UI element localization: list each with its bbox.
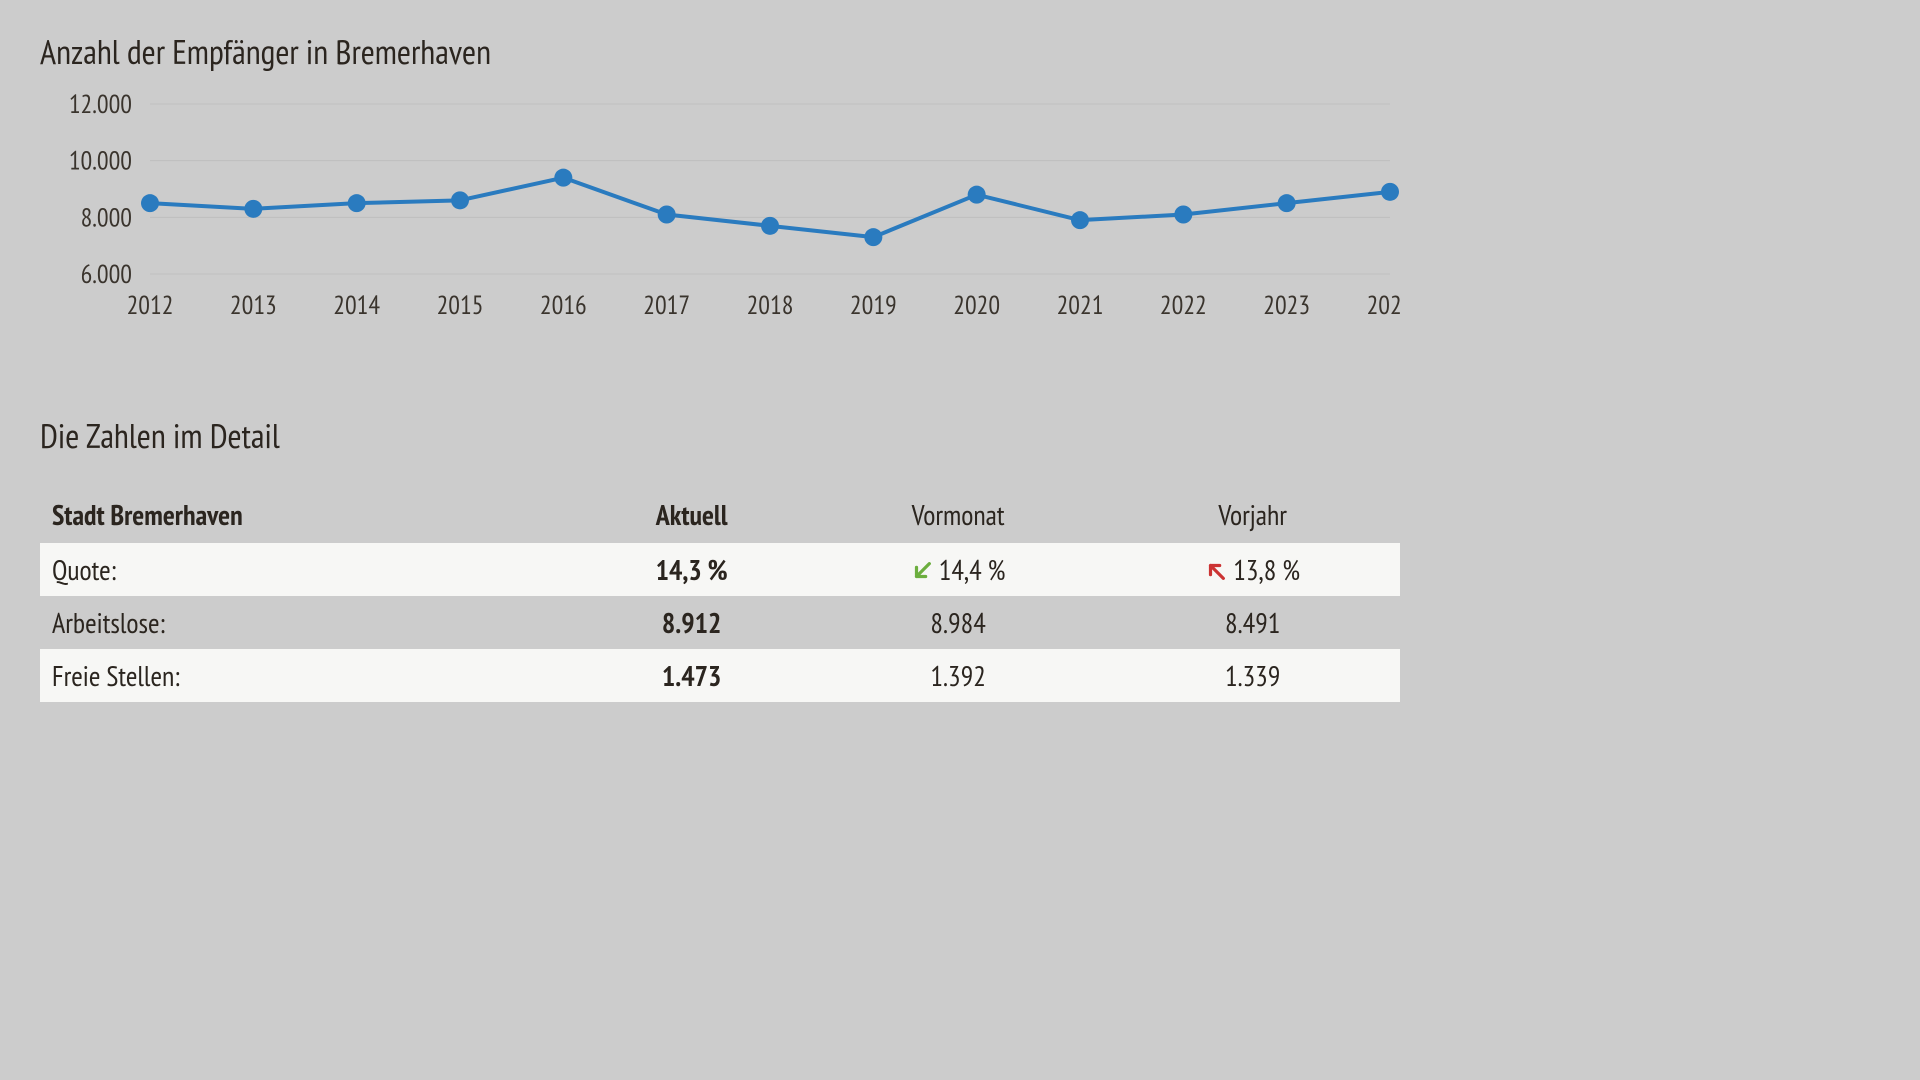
cell-vormonat: 1.392 <box>811 649 1106 702</box>
vormonat-value: 1.392 <box>930 657 985 694</box>
svg-text:2015: 2015 <box>437 289 484 322</box>
table-row: Quote:14,3 % 14,4 % 13,8 % <box>40 543 1400 596</box>
svg-text:6.000: 6.000 <box>81 258 132 291</box>
cell-aktuell: 1.473 <box>572 649 810 702</box>
row-label: Freie Stellen: <box>40 649 572 702</box>
svg-text:2019: 2019 <box>850 289 897 322</box>
col-header-city: Stadt Bremerhaven <box>40 486 572 543</box>
cell-vorjahr: 1.339 <box>1105 649 1400 702</box>
row-label: Arbeitslose: <box>40 596 572 649</box>
cell-aktuell: 14,3 % <box>572 543 810 596</box>
vorjahr-value: 1.339 <box>1225 657 1280 694</box>
svg-text:2012: 2012 <box>127 289 174 322</box>
cell-vorjahr: 13,8 % <box>1105 543 1400 596</box>
chart-title: Anzahl der Empfänger in Bremerhaven <box>40 30 1400 74</box>
vorjahr-value: 13,8 % <box>1233 551 1300 588</box>
svg-text:2021: 2021 <box>1057 289 1104 322</box>
cell-vormonat: 8.984 <box>811 596 1106 649</box>
svg-text:2013: 2013 <box>230 289 277 322</box>
col-header-vormonat: Vormonat <box>811 486 1106 543</box>
svg-text:2023: 2023 <box>1263 289 1310 322</box>
vorjahr-value: 8.491 <box>1225 604 1280 641</box>
svg-text:10.000: 10.000 <box>69 145 132 178</box>
col-header-vorjahr: Vorjahr <box>1105 486 1400 543</box>
row-label: Quote: <box>40 543 572 596</box>
cell-vormonat: 14,4 % <box>811 543 1106 596</box>
vormonat-value: 14,4 % <box>939 551 1006 588</box>
svg-text:8.000: 8.000 <box>81 201 132 234</box>
cell-aktuell: 8.912 <box>572 596 810 649</box>
svg-text:2018: 2018 <box>747 289 794 322</box>
detail-title: Die Zahlen im Detail <box>40 414 1400 458</box>
line-chart: 6.000 8.000 10.000 12.000 2012 2013 2014 2015 20… <box>40 94 1400 354</box>
svg-text:2014: 2014 <box>333 289 380 322</box>
table-header-row: Stadt Bremerhaven Aktuell Vormonat Vorja… <box>40 486 1400 543</box>
svg-text:2022: 2022 <box>1160 289 1207 322</box>
svg-text:2020: 2020 <box>953 289 1000 322</box>
svg-text:2016: 2016 <box>540 289 587 322</box>
vormonat-value: 8.984 <box>930 604 985 641</box>
svg-text:2017: 2017 <box>643 289 690 322</box>
svg-text:2024: 2024 <box>1367 289 1400 322</box>
table-row: Freie Stellen:1.473 1.392 1.339 <box>40 649 1400 702</box>
table-row: Arbeitslose:8.912 8.984 8.491 <box>40 596 1400 649</box>
detail-table: Stadt Bremerhaven Aktuell Vormonat Vorja… <box>40 486 1400 702</box>
svg-text:12.000: 12.000 <box>69 94 132 121</box>
col-header-aktuell: Aktuell <box>572 486 810 543</box>
cell-vorjahr: 8.491 <box>1105 596 1400 649</box>
